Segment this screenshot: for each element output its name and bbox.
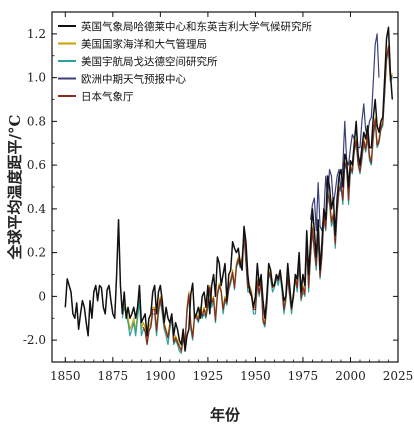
legend-label: 美国国家海洋和大气管理局 [81, 38, 207, 51]
x-tick-label: 1950 [240, 369, 271, 383]
legend-label: 日本气象厅 [81, 90, 134, 103]
x-tick-label: 1875 [98, 369, 129, 383]
axis-ticks [52, 12, 399, 362]
x-tick-label: 1850 [50, 369, 81, 383]
series-line-4 [142, 46, 393, 352]
series-line-0 [64, 26, 394, 352]
y-tick-label: 0 [38, 289, 46, 303]
legend-label: 英国气象局哈德莱中心和东英吉利大学气候研究所 [81, 20, 312, 33]
y-tick-label: 0.4 [27, 202, 46, 216]
y-tick-label: 0.6 [27, 158, 46, 172]
x-axis-title: 年份 [210, 406, 241, 424]
series-lines [64, 26, 394, 354]
x-tick-label: 2000 [335, 369, 366, 383]
legend-label: 美国宇航局戈达德空间研究所 [81, 55, 218, 68]
x-tick-label: 1975 [288, 369, 319, 383]
x-tick-label: 1900 [145, 369, 176, 383]
x-tick-label: 1925 [193, 369, 224, 383]
y-tick-label: 1.0 [27, 71, 46, 85]
y-axis-title: 全球平均温度距平/°C [6, 114, 24, 260]
x-tick-labels: 1850 1875 1900 1925 1950 1975 2000 2025 [50, 369, 413, 383]
y-tick-label: 0.2 [27, 246, 46, 260]
legend-label: 欧洲中期天气预报中心 [81, 73, 186, 86]
legend: 英国气象局哈德莱中心和东英吉利大学气候研究所美国国家海洋和大气管理局美国宇航局戈… [58, 20, 312, 103]
y-tick-labels: -2.0 0 0.2 0.4 0.6 0.8 1.0 1.2 [23, 27, 46, 347]
y-tick-label: -2.0 [23, 333, 46, 347]
x-tick-label: 2025 [383, 369, 414, 383]
y-tick-label: 0.8 [27, 114, 46, 128]
y-tick-label: 1.2 [27, 27, 46, 41]
